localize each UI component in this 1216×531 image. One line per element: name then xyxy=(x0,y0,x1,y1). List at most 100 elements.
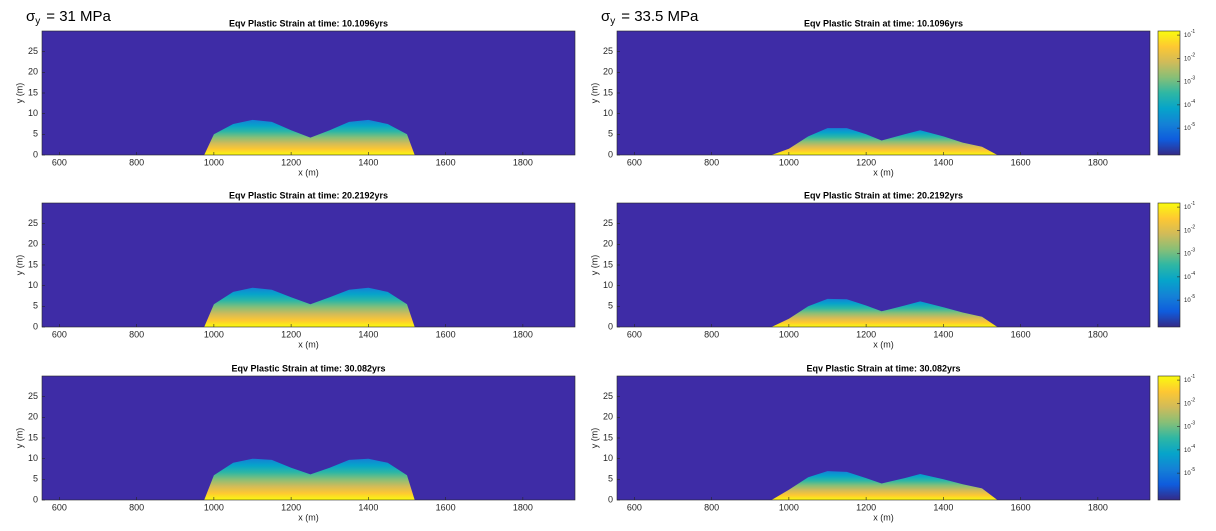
colorbar-tick-exponent: -5 xyxy=(1191,122,1196,128)
colorbar xyxy=(1157,202,1181,328)
x-tick-label: 1800 xyxy=(513,157,533,167)
y-tick-label: 5 xyxy=(33,301,38,311)
annotation: σy = 31 MPa xyxy=(26,8,112,27)
x-tick-label: 1000 xyxy=(779,157,799,167)
colorbar-tick-base: 10 xyxy=(1184,205,1191,211)
colorbar-tick-label: 10-3 xyxy=(1184,248,1195,257)
x-tick-label: 600 xyxy=(52,329,67,339)
x-tick-label: 1800 xyxy=(1088,157,1108,167)
annotation: σy = 33.5 MPa xyxy=(601,8,699,27)
x-tick-label: 1000 xyxy=(204,157,224,167)
plot-background xyxy=(617,376,1150,500)
x-tick-label: 800 xyxy=(704,502,719,512)
y-tick-label: 15 xyxy=(603,87,613,97)
x-tick-label: 1400 xyxy=(358,502,378,512)
x-tick-label: 1200 xyxy=(856,329,876,339)
x-tick-label: 600 xyxy=(52,157,67,167)
x-tick-label: 1800 xyxy=(513,329,533,339)
plastic-zone xyxy=(771,298,998,327)
colorbar-tick-exponent: -1 xyxy=(1191,201,1196,207)
y-tick-label: 15 xyxy=(28,259,38,269)
x-tick-label: 1600 xyxy=(436,157,456,167)
y-tick-label: 10 xyxy=(603,453,613,463)
colorbar-tick-label: 10-1 xyxy=(1184,374,1195,383)
colorbar-tick-label: 10-5 xyxy=(1184,467,1195,476)
x-axis-label: x (m) xyxy=(298,512,319,522)
colorbar-tick-label: 10-2 xyxy=(1184,225,1195,234)
chart-title: Eqv Plastic Strain at time: 20.2192yrs xyxy=(229,190,388,200)
x-tick-label: 1200 xyxy=(281,502,301,512)
colorbar-tick-label: 10-4 xyxy=(1184,271,1195,280)
colorbar-tick-base: 10 xyxy=(1184,102,1191,108)
x-tick-label: 800 xyxy=(129,329,144,339)
x-tick-label: 600 xyxy=(627,329,642,339)
colorbar-tick-exponent: -5 xyxy=(1191,467,1196,473)
x-axis-label: x (m) xyxy=(298,167,319,177)
colorbar-tick-base: 10 xyxy=(1184,447,1191,453)
colorbar-tick-label: 10-1 xyxy=(1184,201,1195,210)
y-tick-label: 0 xyxy=(608,321,613,331)
x-axis-label: x (m) xyxy=(873,512,894,522)
chart-title: Eqv Plastic Strain at time: 20.2192yrs xyxy=(804,190,963,200)
x-tick-label: 1800 xyxy=(513,502,533,512)
x-tick-label: 1600 xyxy=(1011,157,1031,167)
x-tick-label: 1400 xyxy=(358,157,378,167)
x-tick-label: 1000 xyxy=(779,329,799,339)
colorbar-tick-label: 10-3 xyxy=(1184,421,1195,430)
x-tick-label: 800 xyxy=(129,502,144,512)
y-tick-label: 25 xyxy=(28,46,38,56)
y-tick-label: 5 xyxy=(608,474,613,484)
colorbar-tick-label: 10-2 xyxy=(1184,398,1195,407)
colorbar-tick-label: 10-2 xyxy=(1184,53,1195,62)
x-tick-label: 1000 xyxy=(779,502,799,512)
chart-title: Eqv Plastic Strain at time: 30.082yrs xyxy=(806,363,960,373)
y-tick-label: 15 xyxy=(28,432,38,442)
colorbar xyxy=(1157,30,1181,156)
colorbar-tick-exponent: -1 xyxy=(1191,29,1196,35)
colorbar-tick-exponent: -2 xyxy=(1191,225,1196,231)
colorbar-tick-label: 10-5 xyxy=(1184,294,1195,303)
x-axis-label: x (m) xyxy=(873,339,894,349)
annotation-text: = 33.5 MPa xyxy=(621,8,699,25)
y-tick-label: 25 xyxy=(28,218,38,228)
y-tick-label: 20 xyxy=(603,412,613,422)
y-tick-label: 0 xyxy=(608,149,613,159)
x-axis-label: x (m) xyxy=(873,167,894,177)
colorbar-tick-base: 10 xyxy=(1184,424,1191,430)
x-tick-label: 1200 xyxy=(856,157,876,167)
y-tick-label: 5 xyxy=(33,474,38,484)
chart-title: Eqv Plastic Strain at time: 30.082yrs xyxy=(231,363,385,373)
annotation-subscript: y xyxy=(610,16,615,27)
x-axis-label: x (m) xyxy=(298,339,319,349)
y-axis-label: y (m) xyxy=(14,83,24,104)
y-tick-label: 20 xyxy=(28,67,38,77)
colorbar-tick-base: 10 xyxy=(1184,79,1191,85)
y-tick-label: 5 xyxy=(608,301,613,311)
x-tick-label: 800 xyxy=(704,157,719,167)
chart-title: Eqv Plastic Strain at time: 10.1096yrs xyxy=(229,18,388,28)
y-tick-label: 25 xyxy=(28,391,38,401)
y-tick-label: 25 xyxy=(603,46,613,56)
colorbar-tick-base: 10 xyxy=(1184,378,1191,384)
y-tick-label: 25 xyxy=(603,218,613,228)
y-axis-label: y (m) xyxy=(14,428,24,449)
colorbar-tick-base: 10 xyxy=(1184,251,1191,257)
colorbar-tick-exponent: -3 xyxy=(1191,421,1196,427)
colorbar-tick-exponent: -4 xyxy=(1191,444,1196,450)
x-tick-label: 1400 xyxy=(933,157,953,167)
colorbar-tick-base: 10 xyxy=(1184,33,1191,39)
colorbar-tick-exponent: -2 xyxy=(1191,53,1196,59)
x-tick-label: 1400 xyxy=(933,502,953,512)
y-tick-label: 15 xyxy=(28,87,38,97)
x-tick-label: 600 xyxy=(627,157,642,167)
annotation-symbol: σ xyxy=(601,8,611,25)
x-tick-label: 1800 xyxy=(1088,329,1108,339)
annotation-text: = 31 MPa xyxy=(46,8,111,25)
x-tick-label: 1000 xyxy=(204,329,224,339)
colorbar-tick-exponent: -4 xyxy=(1191,99,1196,105)
plastic-zone xyxy=(771,128,998,155)
y-tick-label: 10 xyxy=(28,280,38,290)
y-tick-label: 0 xyxy=(608,494,613,504)
colorbar-tick-exponent: -3 xyxy=(1191,248,1196,254)
x-tick-label: 1600 xyxy=(436,502,456,512)
